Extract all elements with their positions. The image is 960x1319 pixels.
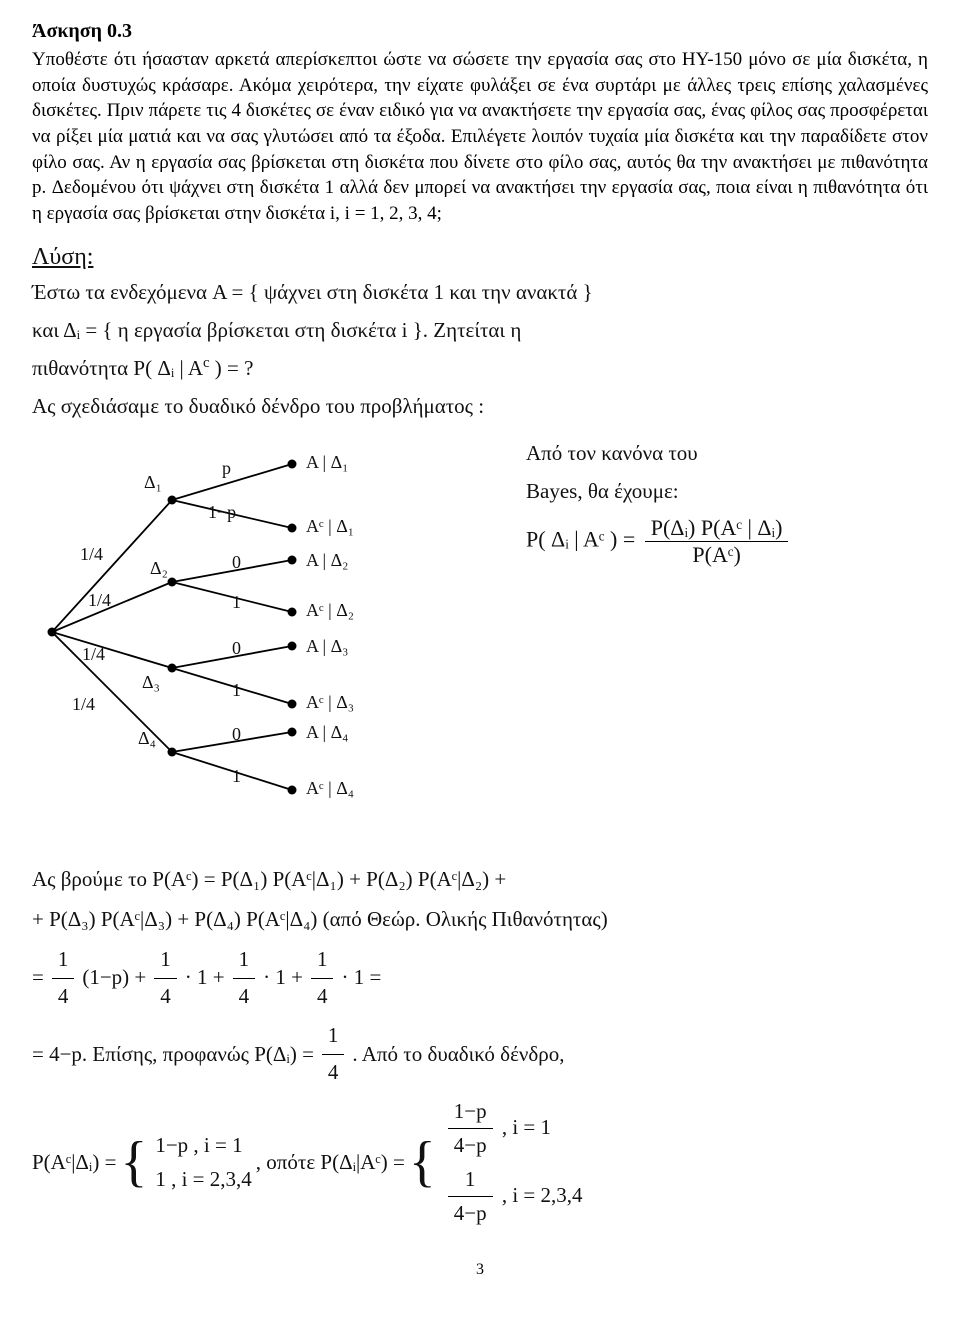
sol-line-1: Έστω τα ενδεχόμενα A = { ψάχνει στη δισκ…: [32, 277, 928, 309]
bayes-line-1: Από τον κανόνα του: [526, 438, 928, 470]
calc-l1: Ας βρούμε το P(Aᶜ) = P(Δ₁) P(Aᶜ|Δ₁) + P(…: [32, 862, 928, 898]
edge-p-4: 0: [232, 638, 241, 659]
calc-l3: = 14 (1−p) + 14 · 1 + 14 · 1 + 14 · 1 =: [32, 942, 928, 1014]
node-d3: Δ₃: [142, 672, 160, 693]
bayes-line-2: Bayes, θα έχουμε:: [526, 476, 928, 508]
edge-p-0: p: [222, 458, 231, 479]
edge-p-6: 0: [232, 724, 241, 745]
page-number: 3: [32, 1261, 928, 1279]
leaf-1: Aᶜ | Δ₁: [306, 516, 354, 537]
calc-l2: + P(Δ₃) P(Aᶜ|Δ₃) + P(Δ₄) P(Aᶜ|Δ₄) (από Θ…: [32, 902, 928, 938]
bayes-box: Από τον κανόνα του Bayes, θα έχουμε: P( …: [526, 432, 928, 576]
leaf-6: A | Δ₄: [306, 722, 348, 743]
sol-line-2: και Δᵢ = { η εργασία βρίσκεται στη δισκέ…: [32, 315, 928, 347]
node-d2: Δ₂: [150, 558, 168, 579]
figure-row: 1/4 1/4 1/4 1/4 Δ₁ Δ₂ Δ₃ Δ₄ p 1−p 0 1 0 …: [32, 432, 928, 842]
sol-line-3: πιθανότητα P( Δᵢ | Ac ) = ?: [32, 352, 928, 385]
leaf-3: Aᶜ | Δ₂: [306, 600, 354, 621]
node-d1: Δ₁: [144, 472, 162, 493]
solution-header: Λύση:: [32, 244, 928, 271]
leaf-4: A | Δ₃: [306, 636, 348, 657]
sol-line-4: Ας σχεδιάσαμε το δυαδικό δένδρο του προβ…: [32, 391, 928, 423]
exercise-text: Υποθέστε ότι ήσασταν αρκετά απερίσκεπτοι…: [32, 47, 928, 226]
edge-p-5: 1: [232, 680, 241, 701]
prob-2: 1/4: [88, 590, 111, 611]
prob-4: 1/4: [72, 694, 95, 715]
node-d4: Δ₄: [138, 728, 156, 749]
prob-1: 1/4: [80, 544, 103, 565]
leaf-7: Aᶜ | Δ₄: [306, 778, 354, 799]
edge-p-2: 0: [232, 552, 241, 573]
leaf-0: A | Δ₁: [306, 452, 348, 473]
edge-p-7: 1: [232, 766, 241, 787]
calc-cases: P(Aᶜ|Δᵢ) = { 1−p , i = 1 1 , i = 2,3,4 ,…: [32, 1095, 928, 1231]
calc-l4: = 4−p. Επίσης, προφανώς P(Δᵢ) = 14 . Από…: [32, 1018, 928, 1090]
leaf-5: Aᶜ | Δ₃: [306, 692, 354, 713]
exercise-title: Άσκηση 0.3: [32, 20, 928, 43]
prob-3: 1/4: [82, 644, 105, 665]
edge-p-1: 1−p: [208, 502, 236, 523]
probability-tree: 1/4 1/4 1/4 1/4 Δ₁ Δ₂ Δ₃ Δ₄ p 1−p 0 1 0 …: [32, 432, 502, 842]
edge-p-3: 1: [232, 592, 241, 613]
leaf-2: A | Δ₂: [306, 550, 348, 571]
calc-block: Ας βρούμε το P(Aᶜ) = P(Δ₁) P(Aᶜ|Δ₁) + P(…: [32, 862, 928, 1231]
bayes-formula: P( Δᵢ | Aᶜ ) = P(Δᵢ) P(Aᶜ | Δᵢ) P(Aᶜ): [526, 515, 928, 568]
